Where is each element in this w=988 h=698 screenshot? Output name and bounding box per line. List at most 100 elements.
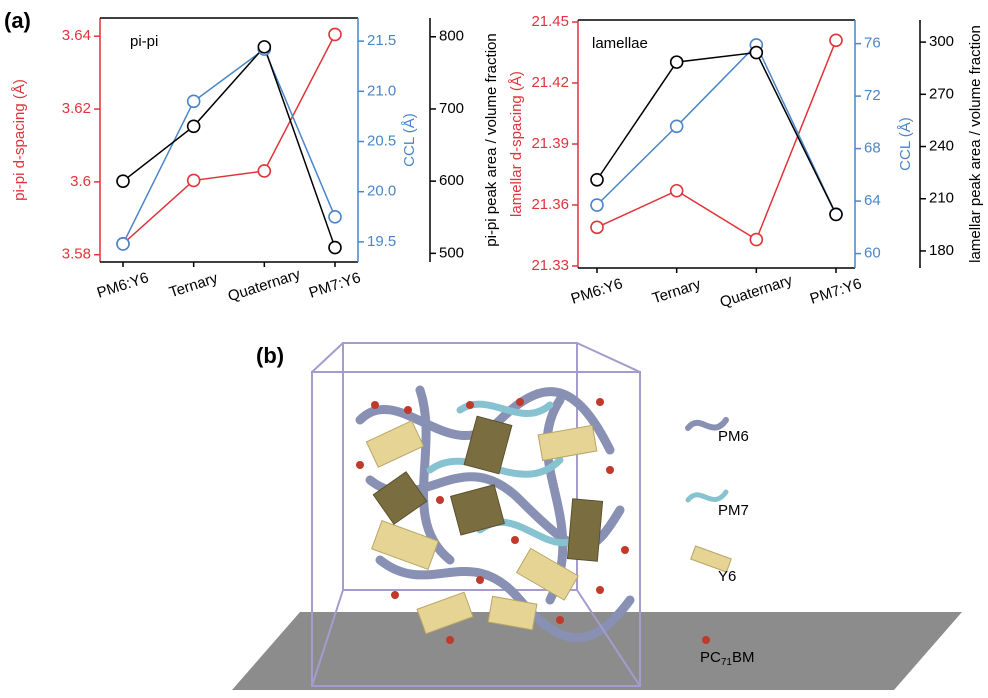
page: (a) (b) (0, 0, 988, 698)
sphere (476, 576, 484, 584)
box-edge (312, 343, 343, 372)
legend-label: PM6 (718, 428, 749, 445)
y-tick-label: 21.45 (531, 13, 569, 30)
data-point (591, 199, 603, 211)
chart: 21.33 21.36 21.39 21.42 21.45 60 64 68 72 76 180 21… (508, 13, 984, 311)
x-tick-label: Quaternary (718, 272, 795, 312)
sphere (596, 398, 604, 406)
x-tick-label: Ternary (167, 270, 220, 302)
y-tick-label: 21.39 (531, 135, 569, 152)
block (567, 499, 602, 561)
y3-tick-label: 240 (929, 137, 954, 154)
series-line (123, 47, 335, 248)
box-edge (577, 343, 640, 372)
data-point (117, 238, 129, 250)
y2-tick-label: 21.5 (367, 32, 396, 49)
sphere (606, 466, 614, 474)
block (373, 472, 426, 524)
legend-icon (702, 636, 710, 644)
figure: (a) (b) (0, 0, 988, 698)
data-point (671, 185, 683, 197)
data-point (671, 120, 683, 132)
data-point (329, 211, 341, 223)
legend-label: Y6 (718, 568, 736, 585)
axis-label: CCL (Å) (401, 113, 418, 167)
sphere (356, 461, 364, 469)
legend-label-part: BM (732, 649, 755, 666)
legend-label: PM7 (718, 502, 749, 519)
axis-label: lamellar peak area / volume fraction (967, 25, 984, 263)
ribbon (420, 390, 450, 560)
data-point (830, 34, 842, 46)
y3-tick-label: 500 (439, 244, 464, 261)
data-point (591, 174, 603, 186)
y2-tick-label: 20.5 (367, 132, 396, 149)
data-point (188, 174, 200, 186)
x-tick-label: PM7:Y6 (307, 269, 363, 302)
sphere (556, 616, 564, 624)
y3-tick-label: 180 (929, 242, 954, 259)
axis-label: pi-pi d-spacing (Å) (11, 79, 28, 201)
legend-icon (688, 420, 726, 428)
y3-tick-label: 800 (439, 28, 464, 45)
y3-tick-label: 600 (439, 172, 464, 189)
sphere (516, 398, 524, 406)
axis-label: lamellar d-spacing (Å) (508, 71, 525, 217)
chart: 3.58 3.6 3.62 3.64 19.5 20.0 20.5 21.0 21.5 500 60… (11, 18, 500, 305)
illustration (232, 343, 962, 690)
x-tick-label: Ternary (650, 276, 703, 308)
annotation: pi-pi (130, 33, 158, 50)
data-point (117, 175, 129, 187)
data-point (591, 221, 603, 233)
y3-tick-label: 700 (439, 100, 464, 117)
y-tick-label: 3.64 (62, 27, 91, 44)
data-point (830, 208, 842, 220)
data-point (258, 165, 270, 177)
axis-label: CCL (Å) (897, 117, 914, 171)
sphere (446, 636, 454, 644)
block (451, 485, 505, 535)
x-tick-label: Quaternary (226, 266, 303, 306)
data-point (188, 95, 200, 107)
annotation: lamellae (592, 35, 648, 52)
legend-label-part: PC (700, 649, 721, 666)
y-tick-label: 3.62 (62, 100, 91, 117)
y2-tick-label: 60 (864, 245, 881, 262)
sphere (466, 401, 474, 409)
data-point (750, 47, 762, 59)
data-point (258, 41, 270, 53)
y-tick-label: 21.42 (531, 74, 569, 91)
y-tick-label: 21.36 (531, 196, 569, 213)
panel-label: (a) (4, 8, 31, 33)
y2-tick-label: 72 (864, 87, 881, 104)
y3-tick-label: 210 (929, 190, 954, 207)
y3-tick-label: 300 (929, 33, 954, 50)
x-tick-label: PM6:Y6 (95, 269, 151, 302)
panel-label: (b) (256, 343, 284, 368)
block (464, 416, 512, 474)
data-point (671, 56, 683, 68)
y-tick-label: 21.33 (531, 257, 569, 274)
data-point (750, 234, 762, 246)
axis-label: pi-pi peak area / volume fraction (483, 33, 500, 246)
y2-tick-label: 64 (864, 192, 881, 209)
data-point (188, 120, 200, 132)
y-tick-label: 3.58 (62, 246, 91, 263)
sphere (511, 536, 519, 544)
series-line (123, 34, 335, 243)
y-tick-label: 3.6 (70, 173, 91, 190)
y2-tick-label: 19.5 (367, 233, 396, 250)
legend-icon (688, 492, 726, 500)
y2-tick-label: 68 (864, 140, 881, 157)
y2-tick-label: 20.0 (367, 183, 396, 200)
y2-tick-label: 21.0 (367, 82, 396, 99)
block (366, 421, 423, 468)
sphere (436, 496, 444, 504)
y3-tick-label: 270 (929, 85, 954, 102)
sphere (621, 546, 629, 554)
legend-label-part: 71 (721, 657, 733, 668)
x-tick-label: PM6:Y6 (569, 275, 625, 308)
sphere (371, 401, 379, 409)
y2-tick-label: 76 (864, 35, 881, 52)
data-point (329, 242, 341, 254)
